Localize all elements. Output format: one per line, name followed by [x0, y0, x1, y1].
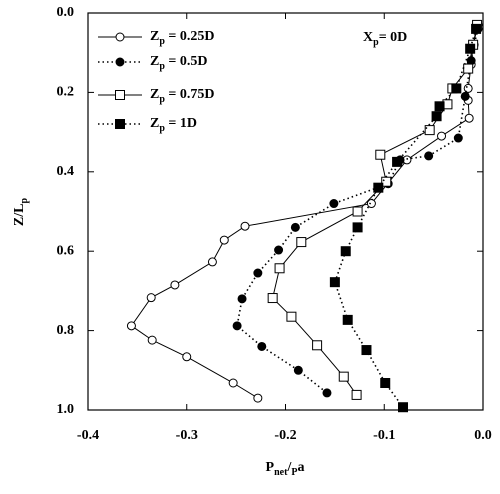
data-point: [147, 335, 157, 345]
data-point: [286, 311, 297, 322]
series-line: [334, 28, 477, 408]
data-point: [329, 277, 340, 288]
data-point: [351, 389, 362, 400]
legend-label: Zp = 1D: [150, 116, 197, 134]
data-point: [464, 113, 474, 123]
data-point: [373, 182, 384, 193]
data-point: [312, 340, 323, 351]
data-point: [451, 83, 462, 94]
data-point: [290, 222, 300, 232]
x-tick-label: 0.0: [474, 428, 492, 443]
y-tick-label: 0.2: [57, 85, 75, 100]
data-point: [207, 257, 217, 267]
data-point: [228, 378, 238, 388]
data-point: [380, 378, 391, 389]
data-point: [375, 149, 386, 160]
data-point: [352, 222, 363, 233]
data-point: [471, 23, 482, 34]
legend-label: Zp = 0.5D: [150, 54, 208, 72]
data-point: [219, 235, 229, 245]
y-tick-label: 0.4: [57, 164, 75, 179]
y-tick-label: 0.8: [57, 323, 75, 338]
series-line: [130, 24, 479, 399]
y-axis-label: Z/Lp: [12, 197, 30, 226]
data-point: [352, 206, 363, 217]
data-point: [253, 393, 263, 403]
data-point: [392, 156, 403, 167]
legend-marker: [115, 57, 125, 67]
data-point: [434, 101, 445, 112]
data-point: [361, 345, 372, 356]
legend-label: Zp = 0.75D: [150, 87, 215, 105]
y-tick-label: 1.0: [57, 402, 75, 417]
data-point: [466, 56, 476, 66]
legend-label: Zp = 0.25D: [150, 29, 215, 47]
y-tick-label: 0.6: [57, 243, 75, 258]
data-point: [274, 245, 284, 255]
data-point: [463, 63, 474, 74]
x-tick-label: -0.4: [77, 428, 99, 443]
data-point: [274, 263, 285, 274]
annotation: Xp= 0D: [363, 30, 407, 48]
x-axis-label: Pnet/Pa: [266, 460, 305, 478]
series-line: [272, 24, 478, 396]
data-point: [146, 293, 156, 303]
data-point: [338, 371, 349, 382]
data-point: [465, 43, 476, 54]
data-point: [237, 294, 247, 304]
plot-frame: [87, 12, 484, 411]
data-point: [296, 237, 307, 248]
legend-marker: [115, 90, 125, 100]
y-tick-label: 0.0: [57, 5, 75, 20]
data-point: [453, 133, 463, 143]
data-point: [232, 321, 242, 331]
data-point: [424, 125, 435, 136]
x-tick-label: -0.1: [373, 428, 395, 443]
data-point: [170, 280, 180, 290]
data-point: [424, 151, 434, 161]
data-point: [342, 314, 353, 325]
legend-marker: [115, 119, 125, 129]
x-tick-label: -0.3: [176, 428, 198, 443]
x-tick-label: -0.2: [274, 428, 296, 443]
data-point: [253, 268, 263, 278]
data-point: [398, 402, 409, 413]
data-point: [460, 91, 470, 101]
data-point: [322, 388, 332, 398]
data-point: [257, 341, 267, 351]
legend-marker: [115, 32, 125, 42]
data-point: [366, 199, 376, 209]
data-point: [240, 221, 250, 231]
data-point: [437, 131, 447, 141]
data-point: [340, 246, 351, 257]
data-point: [267, 293, 278, 304]
data-point: [293, 365, 303, 375]
data-point: [329, 199, 339, 209]
data-point: [126, 321, 136, 331]
data-point: [431, 111, 442, 122]
data-point: [182, 352, 192, 362]
